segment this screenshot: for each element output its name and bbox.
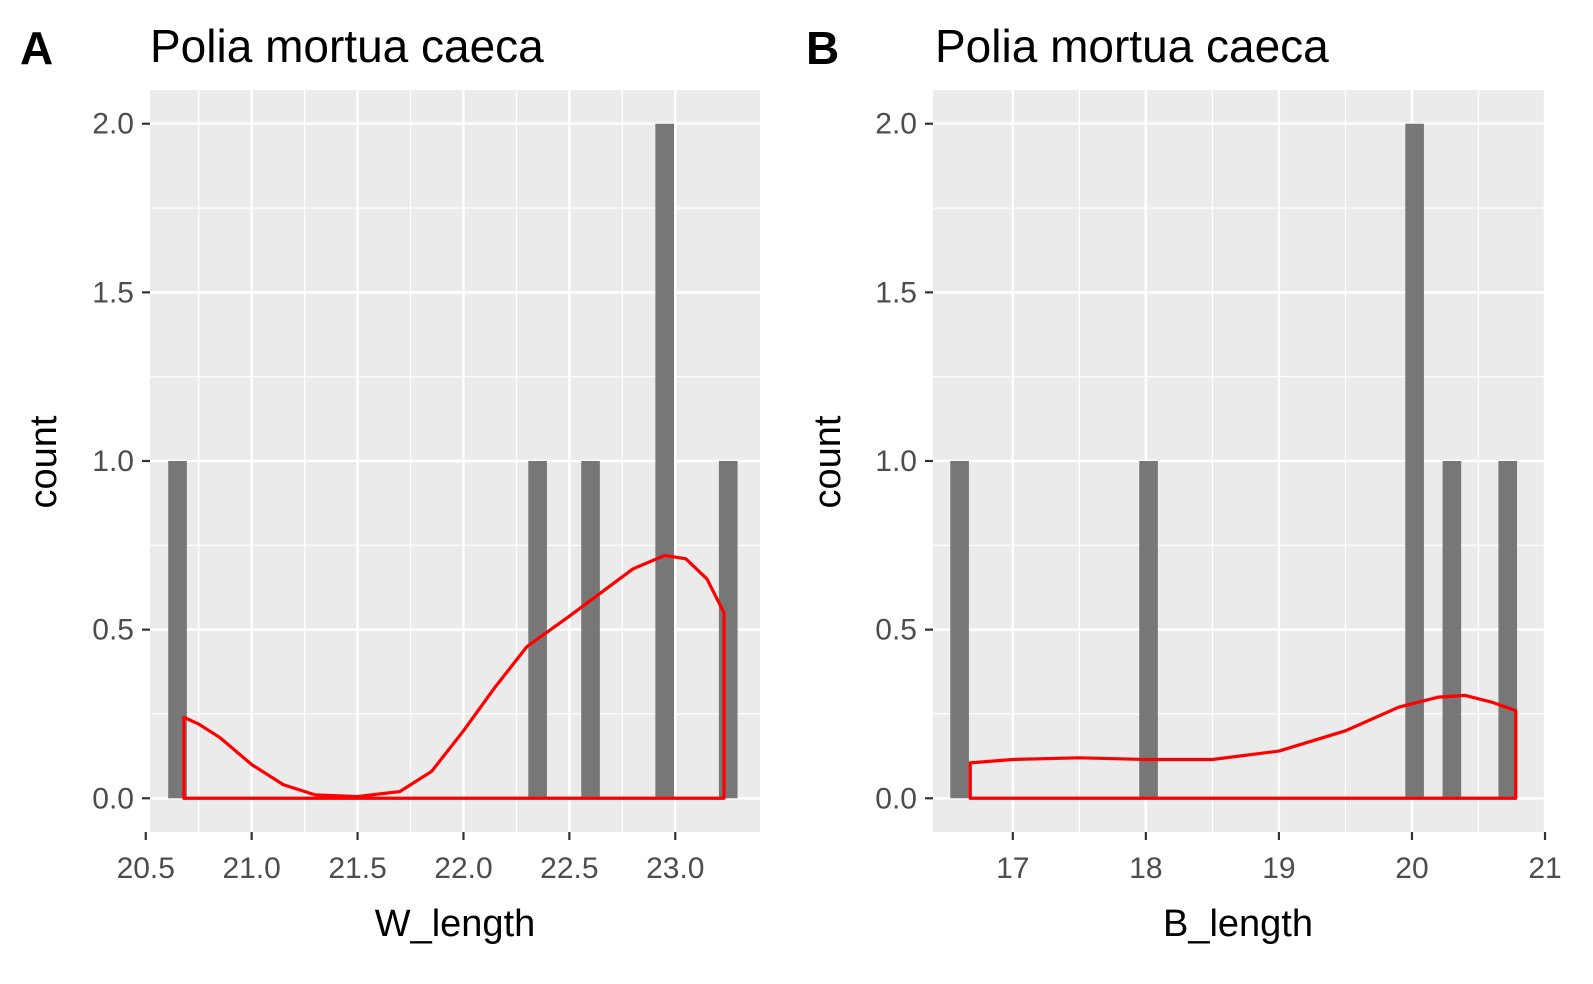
panel-b-title: Polia mortua caeca <box>935 20 1329 72</box>
y-tick-label: 1.0 <box>875 445 917 478</box>
x-tick-label: 22.5 <box>540 852 598 885</box>
x-tick-label: 22.0 <box>434 852 492 885</box>
y-tick-label: 2.0 <box>875 108 917 141</box>
histogram-bar <box>528 461 547 799</box>
y-tick-label: 0.5 <box>875 614 917 647</box>
y-tick-label: 0.5 <box>92 614 134 647</box>
density-curve <box>182 553 726 800</box>
x-tick-label: 17 <box>996 852 1029 885</box>
panel-a-title: Polia mortua caeca <box>150 20 544 72</box>
y-tick-label: 1.5 <box>875 276 917 309</box>
x-tick-label: 20 <box>1395 852 1428 885</box>
panel-tag-a: A <box>20 22 53 74</box>
panel-tag-b: B <box>806 22 839 74</box>
x-tick-label: 21.5 <box>328 852 386 885</box>
histogram-bar <box>1139 461 1158 799</box>
x-tick-label: 20.5 <box>117 852 175 885</box>
histogram-bar <box>950 461 969 799</box>
y-tick-label: 1.0 <box>92 445 134 478</box>
y-tick-label: 0.0 <box>875 782 917 815</box>
x-axis-title-b: B_length <box>1163 903 1313 945</box>
density-curve <box>968 693 1518 800</box>
x-tick-label: 21.0 <box>222 852 280 885</box>
plot-area-b: 0.0 0.5 1.0 1.5 2.0 17 18 19 20 21 <box>875 90 1562 885</box>
y-tick-label: 2.0 <box>92 108 134 141</box>
panel-b: B Polia mortua caeca 0.0 0.5 1.0 1.5 2.0 17 18… <box>806 20 1562 945</box>
histogram-bar <box>1442 461 1462 799</box>
y-tick-label: 0.0 <box>92 782 134 815</box>
x-axis-title-a: W_length <box>375 903 536 945</box>
histogram-bar <box>1405 123 1424 799</box>
histogram-bar <box>1498 461 1518 799</box>
histogram-bar <box>581 461 600 799</box>
x-tick-label: 21 <box>1528 852 1561 885</box>
y-axis-title-b: count <box>807 415 849 508</box>
x-tick-label: 23.0 <box>646 852 704 885</box>
x-tick-label: 19 <box>1262 852 1295 885</box>
y-tick-label: 1.5 <box>92 276 134 309</box>
y-axis-title-a: count <box>23 415 65 508</box>
histogram-bar <box>718 461 738 799</box>
histogram-bar <box>655 123 675 799</box>
panel-a: A Polia mortua caeca 0.0 0.5 1.0 1.5 2.0 20.5… <box>20 20 760 945</box>
plot-area-a: 0.0 0.5 1.0 1.5 2.0 20.5 21.0 21.5 22.0 22.5 23.0 <box>92 90 760 885</box>
x-tick-label: 18 <box>1129 852 1162 885</box>
histogram-bar <box>168 461 187 799</box>
